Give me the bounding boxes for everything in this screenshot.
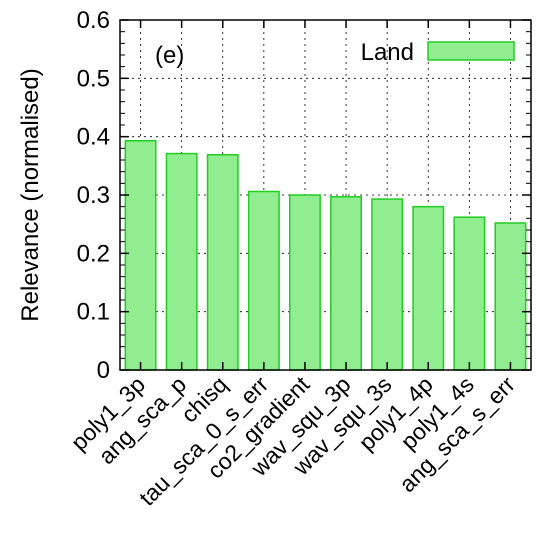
y-tick-label: 0.3 [77,182,110,209]
y-tick-label: 0 [97,357,110,384]
bar-wav_squ_3s [371,198,404,371]
y-ticks: 0 0.1 0.2 0.3 0.4 0.5 0.6 [77,7,531,384]
bar-co2_gradient [288,194,321,371]
y-tick-label: 0.4 [77,124,110,151]
bar-ang_sca_p [165,152,198,371]
bar-tau_sca_0_s_err [247,190,280,371]
panel-label: (e) [155,42,184,69]
y-tick-label: 0.5 [77,65,110,92]
bar-poly1_4p [412,205,445,371]
bar-poly1_3p [124,140,157,371]
bar-chisq [206,154,239,371]
bar-ang_sca_s_err [494,222,527,371]
bars [124,140,527,371]
bar-wav_squ_3p [330,196,363,371]
legend-label: Land [361,39,414,66]
legend-swatch [427,41,515,61]
y-tick-label: 0.2 [77,240,110,267]
y-tick-label: 0.6 [77,7,110,34]
y-tick-label: 0.1 [77,299,110,326]
x-tick-labels: poly1_3pang_sca_pchisqtau_sca_0_s_errco2… [66,371,521,511]
bar-poly1_4s [453,216,486,371]
legend: Land [361,39,515,66]
y-axis-title: Relevance (normalised) [17,68,44,321]
